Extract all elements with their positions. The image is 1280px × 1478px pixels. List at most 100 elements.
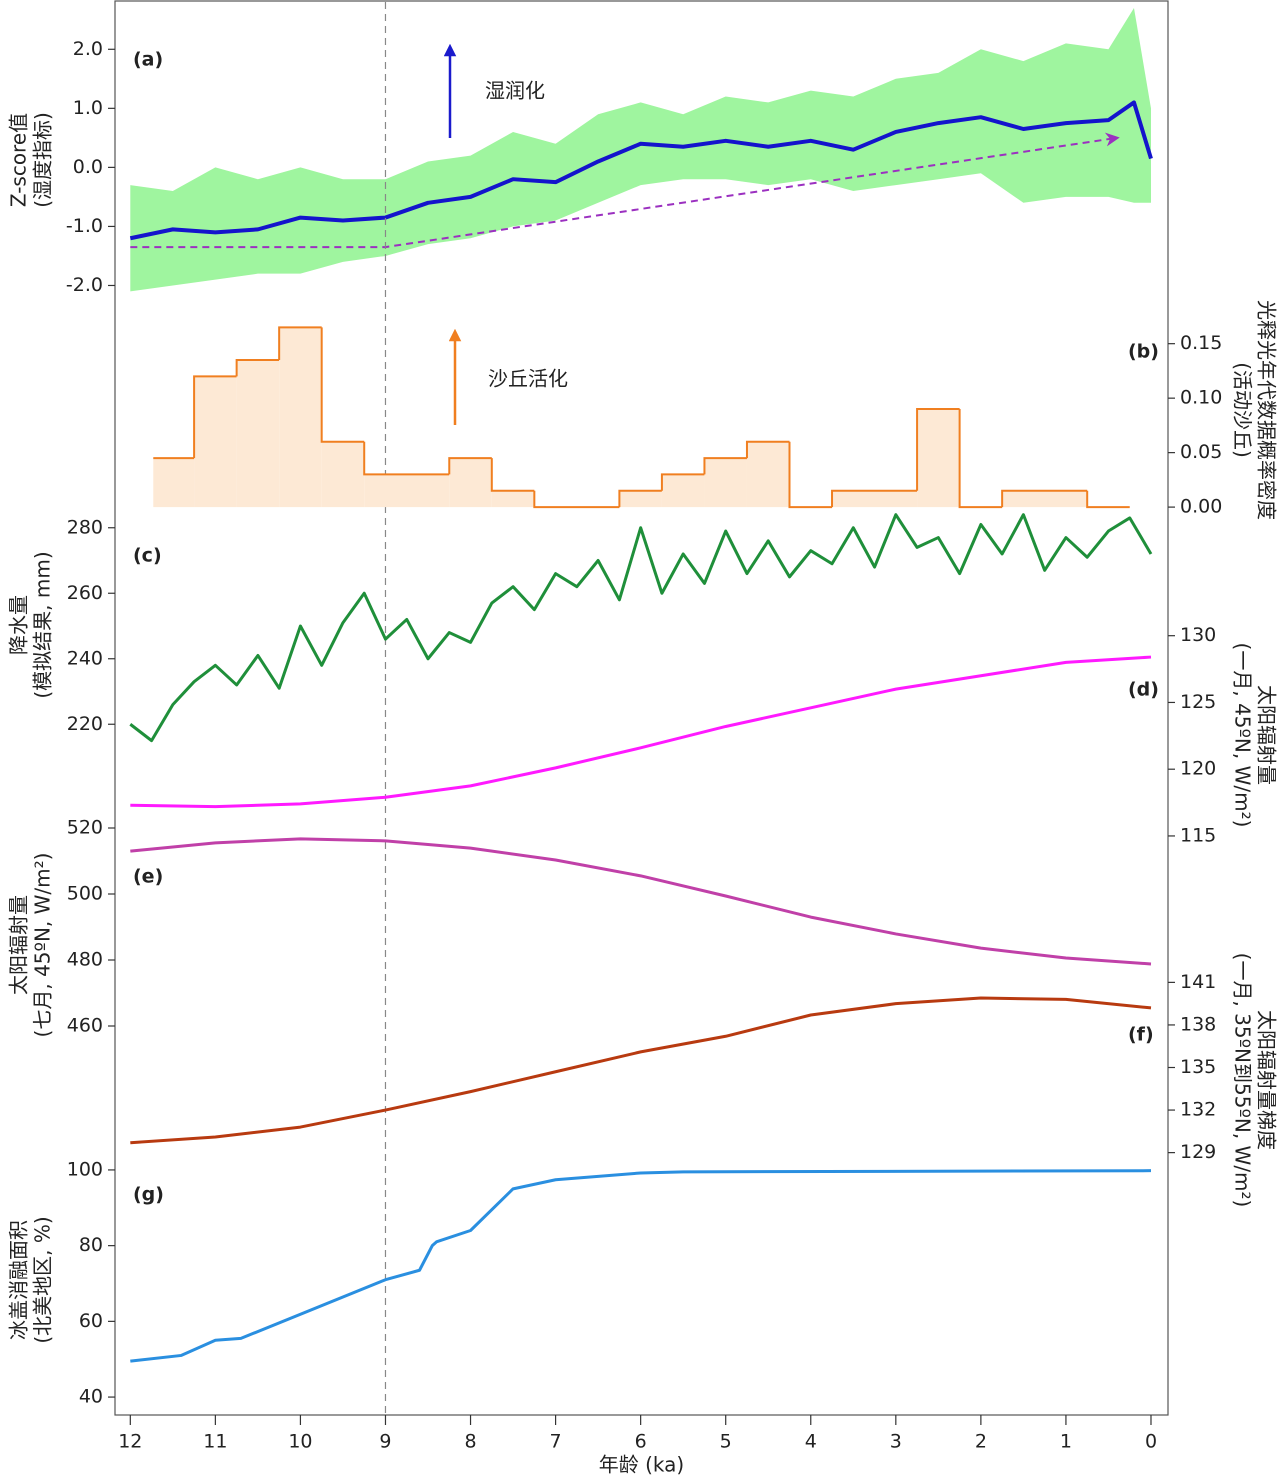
y-axis-label: 太阳辐射量 bbox=[7, 895, 31, 995]
y-tick-label: 80 bbox=[79, 1234, 103, 1256]
y-tick-label: 125 bbox=[1180, 691, 1216, 713]
histogram-bar bbox=[194, 376, 237, 508]
y-tick-label: 60 bbox=[79, 1310, 103, 1332]
y-tick-label: 220 bbox=[67, 713, 103, 735]
x-tick-label: 4 bbox=[805, 1431, 817, 1453]
histogram-step bbox=[235, 359, 280, 377]
data-line bbox=[129, 513, 1153, 743]
x-tick-label: 8 bbox=[464, 1431, 476, 1453]
data-line bbox=[129, 100, 1153, 241]
plot-frame bbox=[114, 0, 1169, 1416]
histogram-bar bbox=[491, 490, 535, 508]
data-line bbox=[130, 837, 1152, 966]
histogram-bar bbox=[746, 441, 790, 508]
histogram-bar bbox=[236, 360, 280, 508]
histogram-step bbox=[831, 489, 918, 508]
histogram-step bbox=[788, 441, 833, 509]
histogram-bar bbox=[704, 458, 747, 508]
y-tick-label: 0.05 bbox=[1180, 441, 1222, 463]
histogram-step bbox=[1086, 490, 1130, 509]
y-tick-label: 132 bbox=[1180, 1099, 1216, 1121]
data-line bbox=[130, 1169, 1151, 1363]
y-tick-label: -1.0 bbox=[66, 215, 103, 237]
y-tick-label: 40 bbox=[79, 1386, 103, 1408]
y-tick-label: 130 bbox=[1180, 624, 1216, 646]
y-tick-label: 135 bbox=[1180, 1056, 1216, 1078]
y-axis-label: (一月, 45ºN, W/m²) bbox=[1231, 643, 1255, 828]
histogram-step bbox=[533, 490, 620, 509]
x-axis-label: 年龄 (ka) bbox=[599, 1453, 684, 1477]
y-axis-label: (七月, 45ºN, W/m²) bbox=[31, 853, 55, 1038]
histogram-step bbox=[1001, 489, 1088, 508]
histogram-bar bbox=[449, 458, 492, 508]
x-tick-label: 0 bbox=[1145, 1431, 1157, 1453]
y-tick-label: 480 bbox=[67, 949, 103, 971]
panel-label: (d) bbox=[1128, 679, 1159, 701]
y-axis-label: (北美地区, %) bbox=[31, 1216, 55, 1343]
y-axis-label: (一月, 35ºN到55ºN, W/m²) bbox=[1231, 953, 1255, 1208]
y-tick-label: 280 bbox=[67, 516, 103, 538]
y-axis-label: (活动沙丘) bbox=[1231, 362, 1255, 458]
y-axis-label: 太阳辐射量梯度 bbox=[1255, 1010, 1279, 1150]
y-tick-label: 0.0 bbox=[73, 156, 103, 178]
histogram-bar bbox=[917, 409, 960, 508]
y-tick-label: 0.10 bbox=[1180, 387, 1222, 409]
y-tick-label: 138 bbox=[1180, 1013, 1216, 1035]
y-tick-label: 120 bbox=[1180, 758, 1216, 780]
histogram-step bbox=[320, 327, 365, 443]
x-tick-label: 12 bbox=[118, 1431, 142, 1453]
histogram-step bbox=[745, 440, 790, 459]
y-axis-label: 光释光年代数据概率密度 bbox=[1255, 300, 1279, 520]
histogram-bar bbox=[661, 474, 705, 508]
y-tick-label: 2.0 bbox=[73, 38, 103, 60]
x-tick-label: 2 bbox=[975, 1431, 987, 1453]
histogram-bar bbox=[364, 474, 450, 508]
x-tick-label: 5 bbox=[720, 1431, 732, 1453]
x-tick-label: 6 bbox=[635, 1431, 647, 1453]
panel-label: (f) bbox=[1128, 1024, 1154, 1046]
histogram-bar bbox=[619, 490, 662, 508]
y-axis-label: (湿度指标) bbox=[31, 112, 55, 208]
y-tick-label: 0.15 bbox=[1180, 332, 1222, 354]
y-tick-label: 115 bbox=[1180, 824, 1216, 846]
panel-label: (g) bbox=[133, 1184, 164, 1206]
panel-label: (a) bbox=[133, 49, 163, 71]
data-line bbox=[130, 996, 1152, 1145]
histogram-bar bbox=[279, 327, 322, 508]
y-axis-label: 降水量 bbox=[7, 595, 31, 655]
y-axis-label: 太阳辐射量 bbox=[1255, 685, 1279, 785]
y-tick-label: 240 bbox=[67, 647, 103, 669]
histogram-step bbox=[193, 375, 237, 459]
histogram-bar bbox=[1002, 490, 1088, 508]
histogram-step bbox=[490, 458, 535, 492]
histogram-step bbox=[618, 489, 662, 508]
histogram-step bbox=[448, 457, 492, 475]
x-tick-label: 10 bbox=[288, 1431, 312, 1453]
y-axis-label: (模拟结果, mm) bbox=[31, 551, 55, 698]
y-axis-label: Z-score值 bbox=[7, 113, 31, 207]
annotation: 湿润化 bbox=[485, 79, 545, 103]
y-tick-label: 1.0 bbox=[73, 97, 103, 119]
histogram-step bbox=[363, 441, 450, 476]
panel-label: (b) bbox=[1128, 341, 1159, 363]
histogram-step bbox=[958, 409, 1003, 509]
y-tick-label: 0.00 bbox=[1180, 496, 1222, 518]
histogram-bar bbox=[321, 441, 365, 508]
y-tick-label: 129 bbox=[1180, 1141, 1216, 1163]
x-tick-label: 1 bbox=[1060, 1431, 1072, 1453]
histogram-step bbox=[660, 473, 705, 491]
panel-label: (c) bbox=[133, 545, 162, 567]
y-tick-label: 100 bbox=[67, 1158, 103, 1180]
x-tick-label: 7 bbox=[550, 1431, 562, 1453]
x-tick-label: 3 bbox=[890, 1431, 902, 1453]
x-tick-label: 9 bbox=[379, 1431, 391, 1453]
panel-label: (e) bbox=[133, 866, 163, 888]
y-tick-label: 500 bbox=[67, 883, 103, 905]
y-tick-label: 141 bbox=[1180, 971, 1216, 993]
histogram-bar bbox=[153, 458, 195, 508]
y-tick-label: 520 bbox=[67, 817, 103, 839]
y-tick-label: 460 bbox=[67, 1015, 103, 1037]
data-line bbox=[130, 655, 1152, 809]
x-tick-label: 11 bbox=[203, 1431, 227, 1453]
